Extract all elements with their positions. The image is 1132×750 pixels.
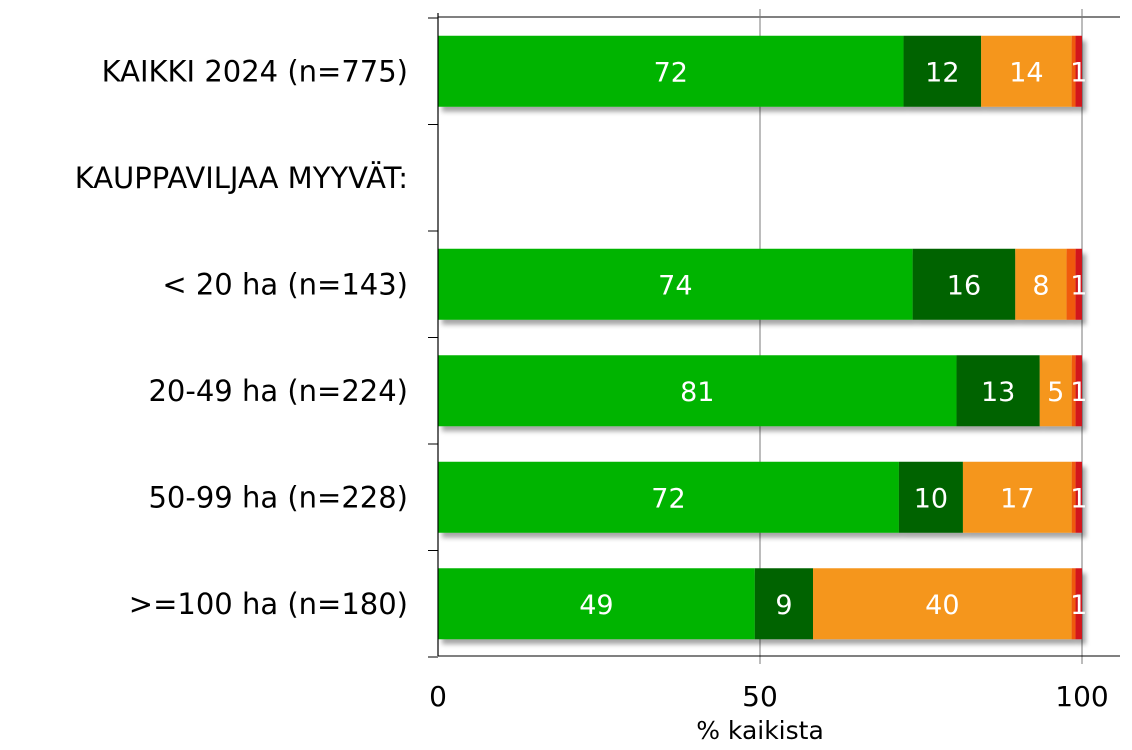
data-label: 12 xyxy=(925,57,959,88)
axes xyxy=(428,13,1120,658)
data-label: 1 xyxy=(1070,483,1087,514)
data-label: 9 xyxy=(775,590,792,621)
data-label: 72 xyxy=(651,483,685,514)
bar-segment xyxy=(1075,461,1082,533)
bar-segment xyxy=(1075,248,1082,320)
category-label: >=100 ha (n=180) xyxy=(129,587,408,621)
bar-segment xyxy=(1071,35,1076,107)
category-label: KAUPPAVILJAA MYYVÄT: xyxy=(75,161,408,195)
bar-segment xyxy=(1075,35,1082,107)
bar-segment xyxy=(898,461,963,533)
data-label: 14 xyxy=(1009,57,1043,88)
bar-segment xyxy=(438,35,904,107)
bar-group xyxy=(438,355,1082,427)
bar-segment xyxy=(1075,568,1082,640)
x-tick-label: 0 xyxy=(429,680,447,713)
bar-segment xyxy=(1039,355,1072,427)
data-label: 10 xyxy=(914,483,948,514)
data-label: 13 xyxy=(981,377,1015,408)
bar-segment xyxy=(1066,248,1076,320)
data-label: 81 xyxy=(680,377,714,408)
data-label: 1 xyxy=(1070,590,1087,621)
bar-group xyxy=(438,461,1082,533)
bar-segment xyxy=(956,355,1040,427)
bar-segment xyxy=(754,568,814,640)
x-tick-label: 100 xyxy=(1055,680,1108,713)
labels: 0 50 100 KAIKKI 2024 (n=775) 72 12 14 1 KAUPPAVI… xyxy=(75,54,1109,713)
x-tick-label: 50 xyxy=(742,680,778,713)
bar-segment xyxy=(438,568,755,640)
category-label: 50-99 ha (n=228) xyxy=(148,480,408,514)
bar-segment xyxy=(1071,461,1076,533)
data-label: 1 xyxy=(1070,377,1087,408)
bar-segment xyxy=(813,568,1072,640)
bar-group xyxy=(438,568,1082,640)
category-label: 20-49 ha (n=224) xyxy=(148,374,408,408)
data-label: 40 xyxy=(925,590,959,621)
bar-segment xyxy=(903,35,982,107)
bar-segment xyxy=(438,461,899,533)
data-label: 17 xyxy=(1000,483,1034,514)
data-label: 72 xyxy=(654,57,688,88)
category-label: KAIKKI 2024 (n=775) xyxy=(102,54,408,88)
data-label: 8 xyxy=(1032,270,1049,301)
data-label: 1 xyxy=(1070,57,1087,88)
bar-segment xyxy=(981,35,1072,107)
bar-segment xyxy=(438,248,913,320)
gridlines xyxy=(438,9,1120,664)
bar-segment xyxy=(912,248,1016,320)
bar-segment xyxy=(1071,568,1076,640)
data-label: 74 xyxy=(658,270,692,301)
bar-segment xyxy=(438,355,957,427)
bars xyxy=(438,35,1082,640)
data-label: 49 xyxy=(579,590,613,621)
x-axis-title: % kaikista xyxy=(696,716,824,745)
data-label: 5 xyxy=(1047,377,1064,408)
category-label: < 20 ha (n=143) xyxy=(162,267,408,301)
data-label: 16 xyxy=(947,270,981,301)
bar-segment xyxy=(1015,248,1067,320)
data-label: 1 xyxy=(1070,270,1087,301)
bar-segment xyxy=(962,461,1072,533)
bar-segment xyxy=(1071,355,1076,427)
bar-segment xyxy=(1075,355,1082,427)
bar-group xyxy=(438,35,1082,107)
bar-group xyxy=(438,248,1082,320)
